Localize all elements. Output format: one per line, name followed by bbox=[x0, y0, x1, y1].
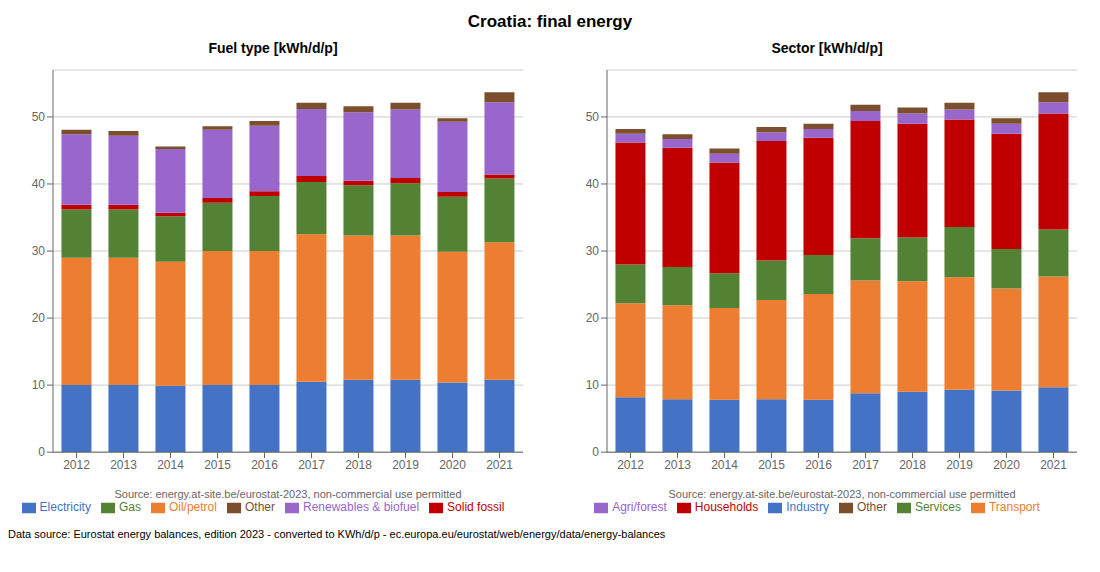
svg-text:2019: 2019 bbox=[392, 458, 419, 472]
svg-text:2015: 2015 bbox=[758, 458, 785, 472]
html-text:Other: Other bbox=[245, 500, 275, 515]
html-text:Data source: Eurostat energy b: Data source: Eurostat energy balances, e… bbox=[8, 528, 666, 540]
svg-text:2016: 2016 bbox=[805, 458, 832, 472]
svg-text:30: 30 bbox=[586, 244, 600, 258]
html-text:Agri/forest: Agri/forest bbox=[612, 500, 667, 515]
svg-text:20: 20 bbox=[586, 311, 600, 325]
svg-text:2016: 2016 bbox=[251, 458, 278, 472]
svg-text:10: 10 bbox=[586, 378, 600, 392]
svg-text:2012: 2012 bbox=[617, 458, 644, 472]
svg-text:2020: 2020 bbox=[439, 458, 466, 472]
svg-text:2021: 2021 bbox=[486, 458, 513, 472]
svg-text:40: 40 bbox=[586, 177, 600, 191]
html-text:Industry: Industry bbox=[786, 500, 829, 515]
html-text:Renewables & biofuel: Renewables & biofuel bbox=[303, 500, 420, 515]
svg-text:10: 10 bbox=[32, 378, 46, 392]
html-text:Gas: Gas bbox=[118, 500, 141, 515]
html-text:Electricity: Electricity bbox=[39, 500, 91, 515]
svg-text:30: 30 bbox=[32, 244, 46, 258]
svg-text:2013: 2013 bbox=[664, 458, 691, 472]
svg-text:Source: energy.at-site.be/euro: Source: energy.at-site.be/eurostat-2023,… bbox=[668, 488, 1015, 500]
svg-text:50: 50 bbox=[32, 110, 46, 124]
svg-text:0: 0 bbox=[592, 445, 599, 459]
svg-text:2019: 2019 bbox=[946, 458, 973, 472]
html-text:Solid fossil: Solid fossil bbox=[447, 500, 505, 515]
svg-text:0: 0 bbox=[38, 445, 45, 459]
svg-text:2018: 2018 bbox=[899, 458, 926, 472]
svg-text:2017: 2017 bbox=[298, 458, 325, 472]
html-text:Households: Households bbox=[694, 500, 759, 515]
html-text:Croatia: final energy: Croatia: final energy bbox=[467, 12, 633, 31]
svg-text:2014: 2014 bbox=[711, 458, 738, 472]
svg-text:2018: 2018 bbox=[345, 458, 372, 472]
html-text:Services: Services bbox=[914, 500, 961, 515]
svg-text:2014: 2014 bbox=[157, 458, 184, 472]
svg-text:Source: energy.at-site.be/euro: Source: energy.at-site.be/eurostat-2023,… bbox=[114, 488, 461, 500]
html-text:Oil/petrol: Oil/petrol bbox=[168, 500, 217, 515]
svg-text:2017: 2017 bbox=[852, 458, 879, 472]
html-text:Sector [kWh/d/p]: Sector [kWh/d/p] bbox=[771, 40, 883, 56]
html-text:Transport: Transport bbox=[988, 500, 1040, 515]
svg-text:40: 40 bbox=[32, 177, 46, 191]
html-text:Fuel type [kWh/d/p]: Fuel type [kWh/d/p] bbox=[208, 40, 338, 56]
html-text:Other: Other bbox=[856, 500, 887, 515]
svg-text:2020: 2020 bbox=[993, 458, 1020, 472]
svg-text:2012: 2012 bbox=[63, 458, 90, 472]
svg-text:50: 50 bbox=[586, 110, 600, 124]
svg-text:2013: 2013 bbox=[110, 458, 137, 472]
svg-text:20: 20 bbox=[32, 311, 46, 325]
svg-text:2021: 2021 bbox=[1040, 458, 1067, 472]
svg-text:2015: 2015 bbox=[204, 458, 231, 472]
